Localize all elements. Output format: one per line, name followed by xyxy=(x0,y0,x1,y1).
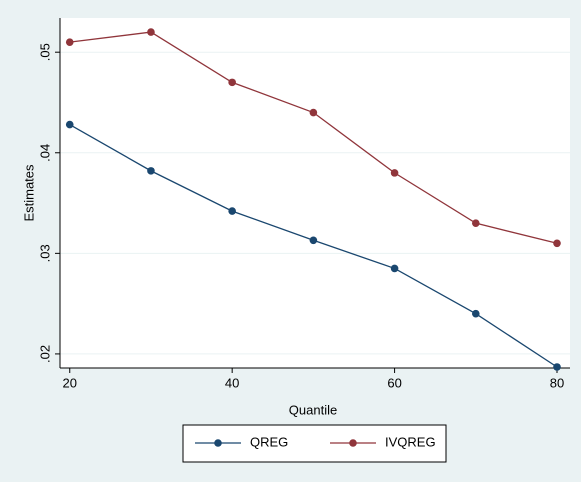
plot-area xyxy=(60,18,570,368)
point xyxy=(309,108,318,117)
y-axis-title: Estimates xyxy=(21,164,36,222)
point xyxy=(390,169,399,177)
point xyxy=(228,78,236,87)
point xyxy=(471,309,480,318)
x-tick-label: 60 xyxy=(387,375,401,390)
point xyxy=(65,38,74,46)
legend-swatch-marker xyxy=(214,439,222,447)
x-tick-label: 40 xyxy=(225,375,239,390)
point xyxy=(147,28,155,36)
legend-label: IVQREG xyxy=(385,434,436,449)
x-tick-label: 20 xyxy=(63,375,77,390)
point xyxy=(309,236,318,245)
point xyxy=(553,363,561,371)
y-tick-label: .04 xyxy=(37,144,52,162)
y-tick-label: .02 xyxy=(37,345,52,363)
x-tick-label: 80 xyxy=(550,375,564,390)
point xyxy=(553,239,561,248)
y-tick-label: .05 xyxy=(37,43,52,61)
point xyxy=(390,264,399,273)
point xyxy=(65,120,74,129)
point xyxy=(147,167,155,175)
legend-swatch-marker xyxy=(349,439,357,447)
point xyxy=(471,219,480,227)
x-axis-title: Quantile xyxy=(289,402,337,417)
point xyxy=(228,207,236,215)
y-tick-label: .03 xyxy=(37,244,52,262)
legend-label: QREG xyxy=(250,434,288,449)
